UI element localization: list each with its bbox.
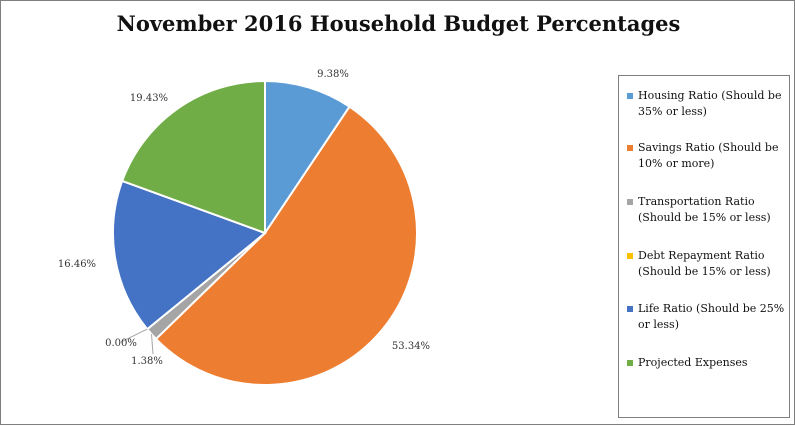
data-label-life: 16.46% [58, 259, 96, 270]
data-label-debt-repayment: 0.00% [105, 338, 137, 349]
legend-swatch-life [627, 306, 633, 312]
legend-label-life: Life Ratio (Should be 25% or less) [638, 302, 785, 331]
pie-slice-savings [154, 105, 418, 386]
pie-slice-projected-expenses [120, 79, 266, 235]
chart-title: November 2016 Household Budget Percentag… [116, 11, 681, 36]
leader-line-debt-repayment [120, 328, 148, 343]
leader-line-transportation [151, 334, 154, 355]
legend-swatch-savings [627, 145, 633, 151]
data-label-projected-expenses: 19.43% [130, 93, 168, 104]
legend-label-savings: Savings Ratio (Should be 10% or more) [638, 141, 779, 170]
data-label-savings: 53.34% [392, 341, 430, 352]
legend-swatch-housing [627, 93, 633, 99]
legend-label-transportation: Transportation Ratio (Should be 15% or l… [638, 195, 771, 224]
data-label-transportation: 1.38% [131, 356, 163, 367]
legend-swatch-debt-repayment [627, 253, 633, 259]
chart-legend: Housing Ratio (Should be 35% or less) Sa… [618, 75, 790, 418]
legend-label-housing: Housing Ratio (Should be 35% or less) [638, 89, 782, 118]
pie-slice-housing [264, 79, 351, 237]
pie-slice-life [112, 179, 267, 331]
legend-label-debt-repayment: Debt Repayment Ratio (Should be 15% or l… [638, 249, 771, 278]
data-label-housing: 9.38% [317, 69, 349, 80]
legend-swatch-projected-expenses [627, 360, 633, 366]
legend-label-projected-expenses: Projected Expenses [638, 356, 748, 369]
legend-swatch-transportation [627, 199, 633, 205]
